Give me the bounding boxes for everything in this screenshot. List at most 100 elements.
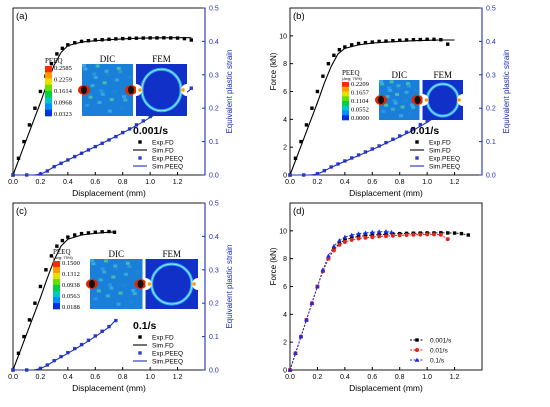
panel-label: (d) bbox=[293, 206, 305, 217]
fem-image bbox=[145, 259, 198, 309]
data-point bbox=[73, 233, 77, 237]
x-tick-label: 0.0 bbox=[8, 374, 18, 381]
series-exp-peeq bbox=[11, 318, 118, 372]
data-point bbox=[404, 233, 409, 238]
dic-speckle bbox=[122, 283, 127, 287]
dic-speckle bbox=[96, 289, 101, 293]
legend-label: Sim.FD bbox=[152, 148, 174, 155]
y-tick-label: 4 bbox=[283, 117, 287, 124]
panel-c: 0.0 0.2 0.4 0.6 0.8 1.0 1.2 Displacement (mm) 0.… bbox=[8, 201, 234, 394]
data-point bbox=[383, 229, 389, 234]
fem-label: FEM bbox=[152, 54, 171, 64]
inset-subtitle: (Avg: 75%) bbox=[342, 76, 362, 81]
dic-speckle bbox=[406, 82, 411, 86]
legend-label: Sim.FD bbox=[152, 343, 174, 350]
dic-speckle bbox=[107, 109, 112, 113]
dic-speckle bbox=[408, 112, 413, 116]
legend-label: 0.001/s bbox=[430, 338, 452, 345]
dic-speckle bbox=[125, 261, 130, 265]
dic-speckle bbox=[104, 69, 109, 73]
x-tick-label: 0.4 bbox=[340, 179, 350, 186]
data-point bbox=[49, 254, 54, 258]
data-point bbox=[321, 74, 325, 78]
dic-speckle bbox=[109, 286, 114, 290]
y2-tick-label: 0.3 bbox=[209, 267, 219, 274]
dic-speckle bbox=[105, 73, 110, 77]
x-tick-label: 1.0 bbox=[145, 179, 155, 186]
data-point bbox=[27, 123, 32, 127]
data-point bbox=[332, 53, 336, 58]
y-tick-label: 0 bbox=[283, 173, 287, 180]
data-point bbox=[337, 238, 342, 243]
legend-label: Exp.PEEQ bbox=[429, 156, 460, 163]
scale-value: 0.1614 bbox=[54, 88, 73, 95]
dic-speckle bbox=[381, 109, 386, 113]
x-tick-label: 0.6 bbox=[90, 374, 100, 381]
dic-speckle bbox=[114, 78, 119, 82]
dic-speckle bbox=[99, 89, 104, 93]
scale-swatch bbox=[53, 291, 60, 298]
y2-tick-label: 0.2 bbox=[209, 301, 219, 308]
data-point bbox=[356, 153, 361, 157]
x-tick-label: 0.2 bbox=[313, 179, 323, 186]
y2-tick-label: 0.4 bbox=[209, 39, 219, 46]
scale-value: 0.1312 bbox=[62, 271, 80, 278]
data-point bbox=[369, 229, 375, 234]
data-point bbox=[287, 367, 293, 372]
data-point bbox=[86, 338, 91, 342]
inset-title: PEEQ bbox=[53, 248, 71, 256]
scale-swatch bbox=[53, 285, 60, 292]
rate-label: 0.01/s bbox=[410, 125, 439, 137]
dic-speckle bbox=[104, 259, 109, 263]
x-axis-label: Displacement (mm) bbox=[72, 383, 146, 393]
y2-tick-label: 0.1 bbox=[486, 139, 496, 146]
data-point bbox=[370, 235, 375, 240]
data-point bbox=[363, 150, 368, 154]
x-axis-label: Displacement (mm) bbox=[349, 188, 423, 198]
scale-swatch bbox=[53, 261, 60, 268]
dic-speckle bbox=[93, 76, 98, 79]
data-point bbox=[350, 43, 354, 47]
dic-speckle bbox=[392, 99, 397, 103]
data-point bbox=[60, 46, 65, 51]
data-point bbox=[356, 234, 361, 239]
y-tick-label: 6 bbox=[283, 89, 287, 96]
dic-speckle bbox=[100, 267, 105, 271]
fem-image bbox=[422, 80, 463, 120]
dic-speckle bbox=[116, 66, 121, 70]
dic-speckle bbox=[106, 294, 111, 298]
dic-speckle bbox=[109, 98, 114, 102]
scale-swatch bbox=[53, 267, 60, 274]
dic-speckle bbox=[384, 103, 389, 107]
fem-label: FEM bbox=[433, 70, 452, 80]
legend-marker bbox=[415, 348, 419, 352]
legend-marker bbox=[138, 351, 142, 355]
dic-notch-right-core bbox=[137, 280, 144, 288]
inset-title: PEEQ bbox=[45, 57, 63, 65]
data-point bbox=[356, 231, 361, 236]
data-point bbox=[384, 140, 388, 145]
x-tick-label: 0.4 bbox=[63, 374, 73, 381]
data-point bbox=[22, 139, 26, 144]
x-tick-label: 0.0 bbox=[285, 179, 295, 186]
data-point bbox=[363, 230, 368, 235]
dic-speckle bbox=[131, 288, 136, 292]
scale-value: 0.0968 bbox=[54, 100, 72, 107]
data-point bbox=[309, 300, 315, 305]
dic-speckle bbox=[410, 103, 415, 107]
data-point bbox=[397, 233, 402, 238]
dic-speckle bbox=[127, 264, 132, 268]
panel-a: 0.0 0.2 0.4 0.6 0.8 1.0 1.2 Displacement (mm) 0.… bbox=[8, 6, 234, 199]
data-point bbox=[363, 234, 368, 238]
data-point bbox=[446, 42, 450, 46]
series-sim-fd bbox=[12, 37, 192, 176]
data-point bbox=[349, 232, 355, 237]
fem-hotspot-left bbox=[138, 88, 142, 92]
dic-speckle bbox=[90, 84, 95, 88]
dic-notch-left-core bbox=[89, 280, 95, 288]
data-point bbox=[93, 334, 97, 338]
data-point bbox=[16, 156, 21, 160]
